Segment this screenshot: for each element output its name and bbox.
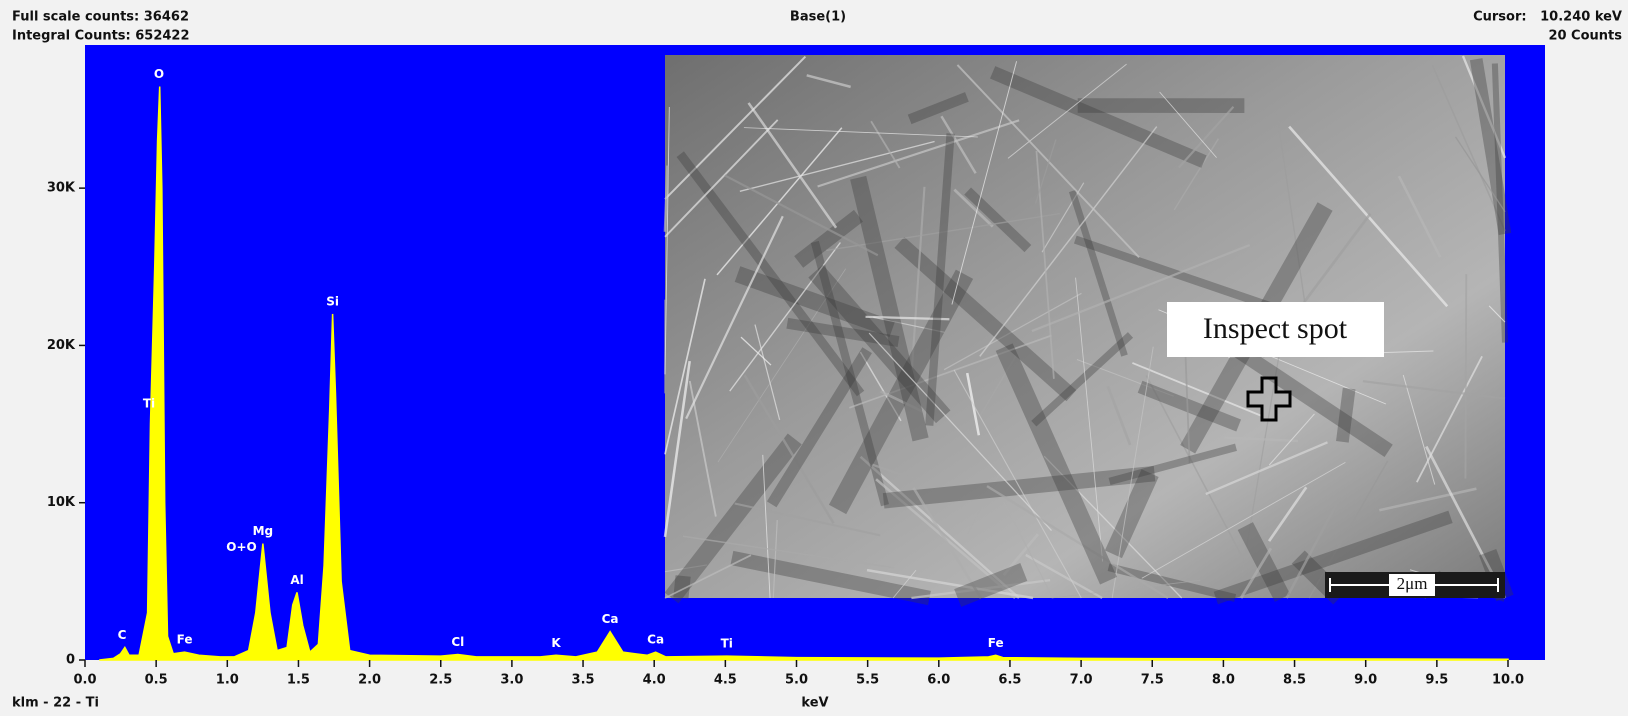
integral-counts: Integral Counts: 652422: [12, 29, 190, 44]
x-tick-label: 6.0: [927, 673, 950, 688]
x-tick-label: 9.0: [1354, 673, 1377, 688]
x-tick-label: 9.5: [1425, 673, 1448, 688]
peak-label: Ca: [602, 612, 619, 626]
x-tick-label: 8.5: [1283, 673, 1306, 688]
y-tick-label: 30K: [47, 181, 76, 196]
x-tick-label: 7.0: [1070, 673, 1093, 688]
fiber: [681, 576, 683, 598]
x-tick-label: 6.5: [998, 673, 1021, 688]
fiber: [1465, 274, 1466, 478]
x-tick-label: 7.5: [1141, 673, 1164, 688]
x-tick-label: 3.0: [500, 673, 523, 688]
spectrum-title: Base(1): [790, 10, 846, 25]
x-axis-label: keV: [801, 696, 828, 711]
page: {"header": {"full_scale": "Full scale co…: [0, 0, 1628, 716]
scale-label: 2μm: [1397, 574, 1428, 593]
y-tick-label: 20K: [47, 338, 76, 353]
footer-label: klm - 22 - Ti: [12, 696, 99, 711]
peak-label: O: [154, 67, 164, 81]
x-tick-label: 4.5: [714, 673, 737, 688]
sem-inset: Inspect spot 2μm: [665, 55, 1505, 598]
full-scale: Full scale counts: 36462: [12, 10, 189, 25]
peak-label: Cl: [451, 635, 464, 649]
x-tick-label: 2.5: [429, 673, 452, 688]
peak-label: K: [551, 636, 561, 650]
peak-label: C: [118, 628, 127, 642]
peak-label: Al: [290, 573, 303, 587]
x-tick-label: 4.0: [643, 673, 666, 688]
cursor: Cursor: 10.240 keV: [1473, 10, 1622, 25]
cursor-counts: 20 Counts: [1548, 29, 1622, 44]
x-tick-label: 0.0: [73, 673, 96, 688]
x-tick-label: 1.0: [216, 673, 239, 688]
x-tick-label: 5.0: [785, 673, 808, 688]
peak-label: Mg: [253, 524, 274, 538]
y-tick-label: 0: [66, 653, 75, 668]
y-tick-label: 10K: [47, 495, 76, 510]
x-tick-label: 1.5: [287, 673, 310, 688]
peak-label: Ca: [647, 633, 664, 647]
peak-label: Fe: [177, 633, 193, 647]
peak-label: O+O: [226, 540, 256, 554]
x-tick-label: 8.0: [1212, 673, 1235, 688]
peak-label: Ti: [143, 397, 155, 411]
peak-label: Fe: [988, 636, 1004, 650]
x-tick-label: 0.5: [145, 673, 168, 688]
peak-label: Si: [326, 294, 339, 308]
x-tick-label: 5.5: [856, 673, 879, 688]
x-tick-label: 2.0: [358, 673, 381, 688]
x-tick-label: 3.5: [572, 673, 595, 688]
x-tick-label: 10.0: [1492, 673, 1524, 688]
peak-label: Ti: [721, 637, 733, 651]
chart: Full scale counts: 36462 Integral Counts…: [0, 0, 1628, 716]
inset-label: Inspect spot: [1203, 312, 1348, 345]
